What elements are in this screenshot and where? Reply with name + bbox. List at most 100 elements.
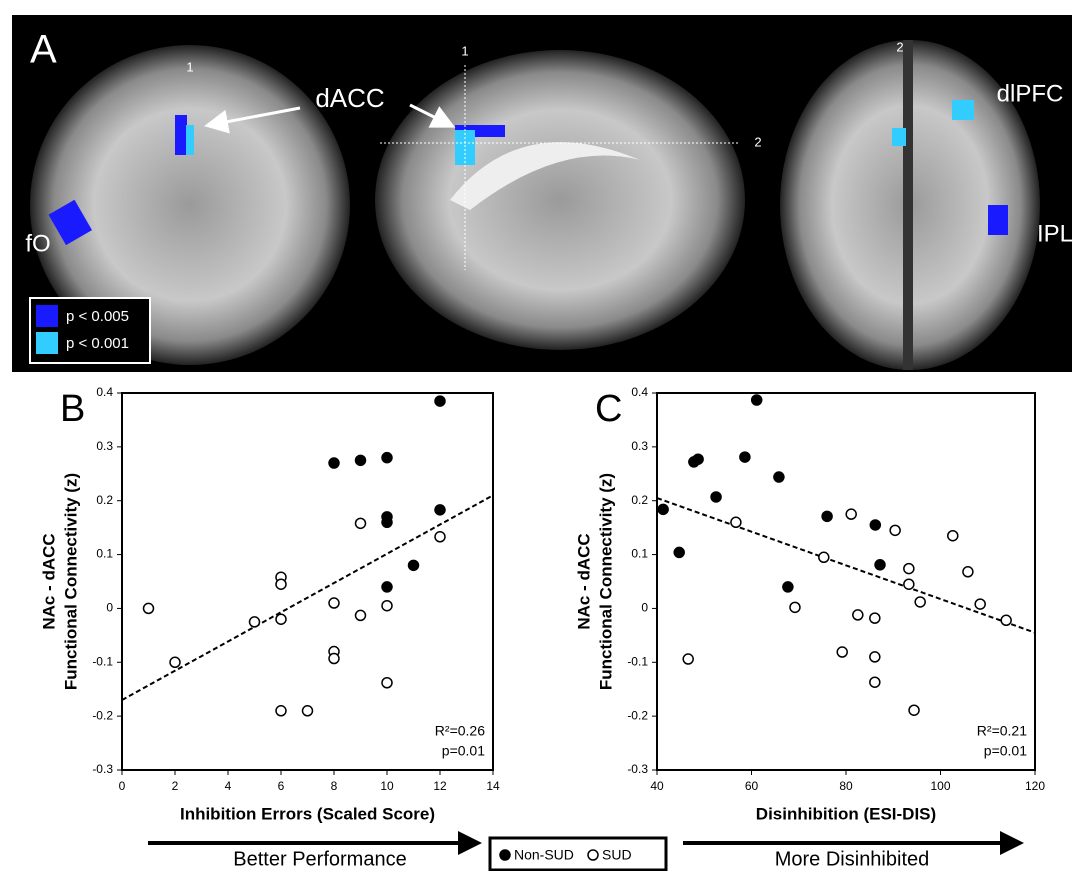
data-point — [276, 614, 286, 624]
legend-swatch — [36, 332, 58, 354]
y-axis-label: NAc - dACC — [574, 533, 593, 629]
y-tick-label: 0.2 — [631, 493, 648, 507]
data-point — [711, 492, 721, 502]
legend-label: Non-SUD — [514, 847, 574, 863]
y-tick-label: -0.2 — [92, 708, 113, 722]
data-point — [409, 560, 419, 570]
slice-mark: 2 — [896, 39, 903, 54]
data-point — [276, 706, 286, 716]
data-point — [819, 552, 829, 562]
data-point — [435, 505, 445, 515]
data-point — [356, 610, 366, 620]
y-tick-label: 0.1 — [631, 547, 648, 561]
arrow-label: Better Performance — [233, 848, 406, 870]
sagittal-slice — [375, 50, 745, 350]
trend-line — [657, 498, 1035, 633]
data-point — [382, 678, 392, 688]
data-point — [870, 652, 880, 662]
x-axis-label: Disinhibition (ESI-DIS) — [756, 804, 936, 823]
data-point — [303, 706, 313, 716]
data-point — [740, 452, 750, 462]
data-point — [752, 395, 762, 405]
data-point — [683, 654, 693, 664]
panel-letter: B — [60, 388, 85, 430]
data-point — [853, 610, 863, 620]
data-point — [435, 396, 445, 406]
data-point — [774, 472, 784, 482]
data-point — [870, 613, 880, 623]
y-tick-label: 0.1 — [96, 547, 113, 561]
data-point — [144, 603, 154, 613]
x-tick-label: 8 — [331, 779, 338, 793]
x-tick-label: 0 — [119, 779, 126, 793]
y-tick-label: 0 — [641, 601, 648, 615]
y-axis-label: NAc - dACC — [39, 533, 58, 629]
legend-swatch — [36, 305, 58, 327]
data-point — [963, 567, 973, 577]
data-point — [170, 657, 180, 667]
data-point — [915, 597, 925, 607]
data-point — [435, 532, 445, 542]
y-axis-label: Functional Connectivity (z) — [61, 473, 80, 690]
data-point — [356, 518, 366, 528]
plot-frame — [657, 393, 1035, 770]
figure: AdACCdlPFCIPLfO1122p < 0.005p < 0.0010.4… — [0, 0, 1082, 871]
legend-label: SUD — [602, 847, 632, 863]
y-tick-label: -0.1 — [92, 654, 113, 668]
y-tick-label: -0.2 — [627, 708, 648, 722]
data-point — [870, 520, 880, 530]
y-tick-label: -0.1 — [627, 654, 648, 668]
data-point — [382, 601, 392, 611]
y-tick-label: 0.3 — [96, 439, 113, 453]
y-axis-label: Functional Connectivity (z) — [596, 473, 615, 690]
x-tick-label: 40 — [650, 779, 664, 793]
data-point — [837, 647, 847, 657]
annotation: R²=0.21 — [977, 723, 1027, 739]
data-point — [693, 454, 703, 464]
y-tick-label: 0 — [106, 601, 113, 615]
trend-line — [122, 495, 493, 700]
annotation: p=0.01 — [442, 743, 485, 759]
data-point — [674, 547, 684, 557]
y-tick-label: 0.2 — [96, 493, 113, 507]
legend-label: p < 0.005 — [66, 308, 129, 325]
y-tick-label: 0.3 — [631, 439, 648, 453]
region-label: fO — [25, 230, 50, 257]
data-point — [382, 582, 392, 592]
data-point — [731, 517, 741, 527]
slice-mark: 1 — [186, 59, 193, 74]
x-tick-label: 2 — [172, 779, 179, 793]
y-tick-label: -0.3 — [627, 762, 648, 776]
x-tick-label: 6 — [278, 779, 285, 793]
data-point — [822, 511, 832, 521]
data-point — [890, 525, 900, 535]
panel-letter: A — [30, 28, 57, 72]
x-tick-label: 10 — [380, 779, 394, 793]
legend-marker — [500, 850, 510, 860]
y-tick-label: 0.4 — [96, 385, 113, 399]
data-point — [382, 517, 392, 527]
data-point — [975, 599, 985, 609]
x-tick-label: 60 — [745, 779, 759, 793]
data-point — [909, 705, 919, 715]
y-tick-label: -0.3 — [92, 762, 113, 776]
data-point — [783, 582, 793, 592]
data-point — [790, 602, 800, 612]
data-point — [276, 579, 286, 589]
legend-label: p < 0.001 — [66, 335, 129, 352]
region-label: dlPFC — [997, 80, 1064, 107]
slice-mark: 2 — [754, 134, 761, 149]
data-point — [948, 531, 958, 541]
data-point — [250, 617, 260, 627]
region-label: IPL — [1037, 220, 1073, 247]
panel-letter: C — [595, 388, 622, 430]
x-axis-label: Inhibition Errors (Scaled Score) — [180, 804, 435, 823]
data-point — [904, 564, 914, 574]
annotation: R²=0.26 — [435, 723, 485, 739]
arrow-label: More Disinhibited — [775, 848, 930, 870]
data-point — [658, 504, 668, 514]
data-point — [1001, 615, 1011, 625]
x-tick-label: 4 — [225, 779, 232, 793]
data-point — [356, 455, 366, 465]
data-point — [904, 579, 914, 589]
